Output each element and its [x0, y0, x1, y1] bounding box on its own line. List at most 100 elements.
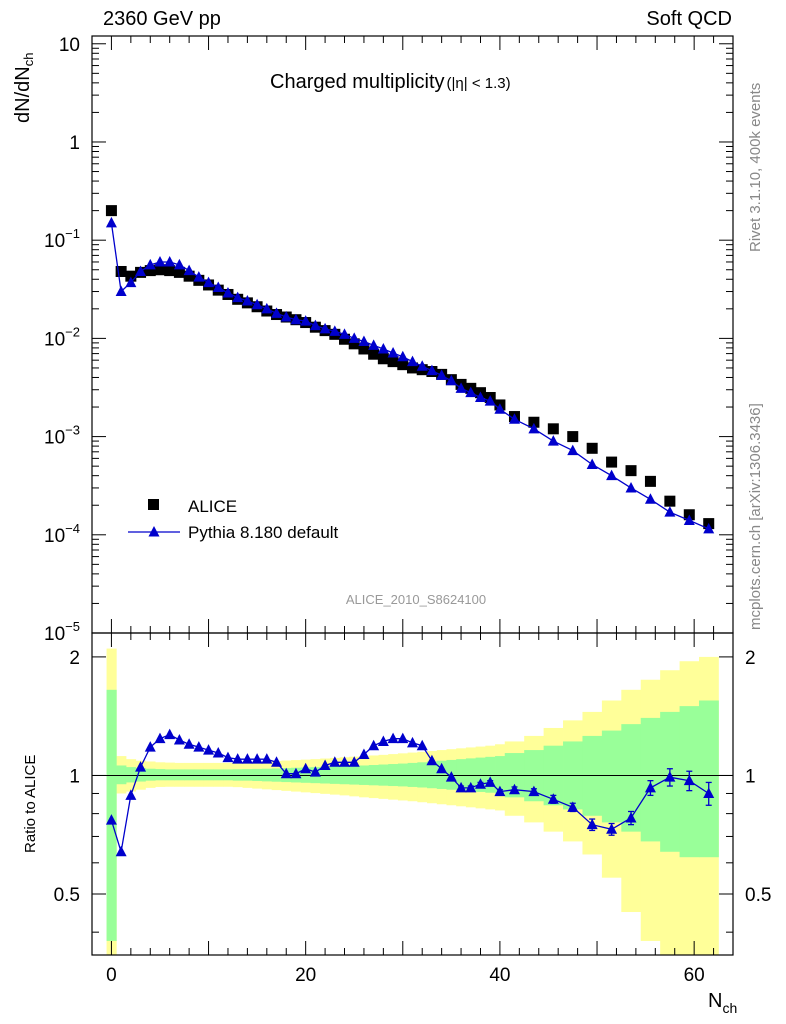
ratio-band-inner [203, 769, 214, 781]
alice-data-point [125, 270, 137, 282]
ratio-point [644, 781, 656, 793]
ratio-band-inner [436, 760, 447, 789]
pythia-point [309, 319, 321, 331]
ratio-y-tick-label-left: 1 [69, 766, 80, 787]
ratio-point [115, 845, 127, 857]
main-y-tick-base: 10 [44, 624, 65, 645]
alice-data-point [547, 423, 559, 435]
alice-data-point [625, 465, 637, 477]
alice-data-point [339, 333, 351, 345]
pythia-point [474, 391, 486, 403]
main-y-tick-label: 10−3 [44, 423, 80, 449]
pythia-point [664, 506, 676, 517]
ratio-point [474, 778, 486, 789]
ratio-band-inner [184, 769, 195, 781]
ratio-point [164, 728, 176, 740]
ratio-band-inner [417, 762, 428, 788]
main-y-tick-exponent: −2 [65, 324, 80, 339]
pythia-point [436, 369, 448, 380]
ratio-band-inner [135, 767, 146, 782]
ratio-point [329, 756, 341, 767]
pythia-point [455, 382, 467, 393]
ratio-y-tick-label-right: 2 [745, 648, 756, 669]
main-y-tick-exponent: −5 [65, 619, 80, 634]
ratio-point [300, 762, 312, 774]
ratio-point [358, 748, 370, 760]
main-y-tick-base: 1 [69, 133, 80, 154]
alice-data-point [377, 353, 389, 365]
pythia-point [494, 403, 506, 414]
pythia-point [251, 298, 263, 310]
ratio-point [154, 732, 166, 744]
main-y-tick-base: 10 [44, 526, 65, 547]
alice-data-point [164, 265, 176, 277]
alice-data-point [407, 362, 418, 374]
main-y-tick-label: 10 [59, 35, 80, 56]
pythia-point [144, 258, 156, 270]
ratio-point [547, 793, 559, 804]
ratio-point [703, 787, 715, 798]
alice-data-point [397, 359, 409, 371]
alice-data-point [664, 495, 676, 507]
pythia-point [606, 469, 618, 481]
axes [91, 35, 734, 956]
ratio-point [144, 741, 156, 752]
ratio-panel [105, 728, 715, 857]
pythia-point [644, 493, 656, 504]
ratio-point [455, 781, 467, 793]
pythia-point [183, 264, 195, 276]
pythia-point [368, 339, 380, 350]
pythia-point [280, 311, 292, 322]
alice-data-point [348, 338, 360, 350]
ratio-point [494, 785, 506, 797]
main-panel [105, 205, 715, 534]
ratio-point [445, 771, 457, 782]
ratio-y-tick-label-left: 0.5 [54, 885, 80, 906]
alice-data-point [567, 431, 579, 443]
pythia-point [508, 413, 520, 424]
ratio-uncertainty-bands [92, 648, 733, 955]
pythia-point [173, 258, 185, 270]
ratio-x-tick-label: 20 [295, 965, 316, 986]
pythia-point [465, 386, 477, 398]
pythia-point [445, 374, 457, 386]
ratio-point [484, 776, 496, 787]
ratio-point [407, 736, 418, 748]
alice-data-point [368, 348, 380, 360]
ratio-y-tick-label-right: 1 [745, 766, 756, 787]
pythia-point [232, 291, 244, 303]
pythia-point [105, 216, 117, 228]
ratio-band-inner [116, 765, 127, 785]
main-y-tick-base: 10 [44, 428, 65, 449]
pythia-point [125, 276, 137, 288]
ratio-point [183, 738, 195, 749]
ratio-y-tick-label-right: 0.5 [745, 885, 771, 906]
ratio-point [241, 753, 253, 764]
pythia-point [703, 522, 715, 534]
ratio-band-inner [213, 769, 224, 781]
pythia-point [212, 281, 224, 292]
header-left: 2360 GeV pp [103, 8, 221, 30]
main-y-tick-exponent: −3 [65, 423, 80, 438]
x-axis-label: Nch [708, 990, 737, 1016]
ratio-point [465, 781, 477, 793]
alice-data-point [183, 270, 195, 282]
pythia-point [377, 342, 389, 354]
alice-data-point [173, 266, 185, 278]
header-right: Soft QCD [646, 8, 732, 30]
pythia-point [426, 364, 438, 376]
chart-title: Charged multiplicity (|η| < 1.3) [270, 71, 511, 93]
alice-data-point [358, 343, 370, 355]
legend-label-alice: ALICE [188, 497, 237, 516]
legend-marker-alice [148, 499, 159, 510]
ratio-point [426, 754, 438, 766]
ratio-y-tick-label-left: 2 [69, 648, 80, 669]
pythia-point [261, 302, 273, 314]
ratio-point [368, 739, 380, 751]
main-y-tick-label: 10−4 [44, 521, 80, 547]
chart-title-suffix: (|η| < 1.3) [447, 75, 511, 92]
alice-data-point [115, 265, 127, 277]
ratio-band-inner [145, 768, 156, 781]
legend-label-pythia: Pythia 8.180 default [188, 523, 339, 542]
chart-title-text: Charged multiplicity [270, 71, 445, 93]
